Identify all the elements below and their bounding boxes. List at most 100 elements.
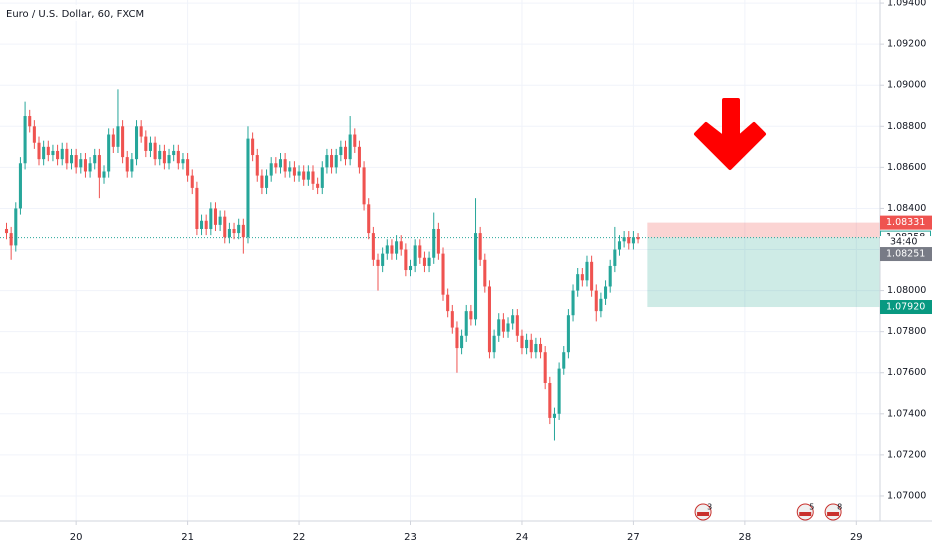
candle-body [186, 159, 190, 176]
candle-body [580, 274, 584, 281]
candle-body [204, 220, 208, 229]
candle-body [617, 241, 622, 250]
candle-body [436, 228, 440, 254]
candle-body [288, 167, 292, 172]
candle-body [116, 126, 120, 147]
candle-body [557, 368, 561, 414]
candle-body [497, 319, 501, 336]
candle-body [237, 224, 241, 234]
candle-body [636, 237, 640, 240]
candle-body [51, 150, 55, 156]
candle-body [320, 167, 324, 188]
candle-body [200, 220, 204, 229]
y-tick-label: 1.08400 [887, 203, 926, 214]
y-tick-label: 1.08600 [887, 162, 926, 173]
axes: 1.07000 1.07200 1.07400 1.07600 1.07800 1.080… [70, 0, 932, 543]
candle-body [107, 134, 111, 172]
candle-body [37, 142, 41, 160]
candle-body [167, 155, 171, 164]
x-tick-label: 21 [181, 532, 194, 543]
candle-body [139, 126, 143, 137]
candle-body [525, 339, 529, 349]
candle-body [515, 315, 519, 336]
candle-body [339, 146, 343, 156]
y-tick-label: 1.09000 [887, 80, 926, 91]
candle-body [357, 146, 361, 168]
candle-body [311, 171, 315, 184]
candle-body [18, 163, 22, 209]
candle-body [79, 159, 83, 168]
candle-body [283, 159, 287, 172]
candle-body [599, 298, 603, 312]
candle-body [576, 274, 580, 291]
y-tick-label: 1.08000 [887, 285, 926, 296]
stop-label-bg [880, 215, 932, 230]
x-tick-label: 23 [404, 532, 417, 543]
candle-body [460, 335, 464, 349]
position-zones [0, 222, 880, 308]
candle-body [376, 259, 380, 266]
candle-body [251, 138, 255, 156]
candle-body [302, 171, 306, 180]
candle-body [172, 150, 176, 156]
candle-body [399, 241, 403, 250]
candle-body [622, 237, 626, 242]
x-tick-label: 24 [516, 532, 529, 543]
y-tick-label: 1.07600 [887, 367, 926, 378]
y-tick-label: 1.09200 [887, 39, 926, 50]
candle-body [278, 159, 283, 168]
candle-body [543, 352, 547, 383]
event-flag [697, 512, 710, 516]
candle-body [418, 245, 422, 258]
candle-body [613, 249, 617, 266]
candle-body [176, 150, 180, 164]
candle-body [325, 155, 329, 168]
candle-body [227, 228, 231, 238]
candle-body [269, 163, 273, 176]
candle-body [316, 183, 320, 188]
candle-body [501, 319, 505, 332]
x-tick-label: 20 [70, 532, 83, 543]
candle-body [148, 142, 152, 151]
candle-body [520, 335, 524, 349]
event-flag [799, 512, 812, 516]
candle-body [422, 257, 426, 266]
event-flag [827, 512, 840, 516]
title-bg [2, 5, 136, 21]
candle-body [506, 323, 510, 332]
y-tick-label: 1.08800 [887, 121, 926, 132]
candle-body [153, 142, 157, 160]
candle-body [385, 245, 389, 254]
candle-body [590, 261, 594, 291]
event-label: 5 [809, 503, 814, 512]
candle-body [69, 155, 74, 164]
target-zone [647, 237, 880, 308]
countdown: 34:40 [890, 237, 917, 248]
candle-body [446, 294, 450, 312]
candle-body [65, 148, 69, 164]
x-tick-label: 28 [738, 532, 751, 543]
candle-body [381, 253, 385, 266]
candle-body [56, 150, 60, 160]
candle-body [473, 233, 478, 320]
candle-body [571, 290, 575, 316]
candle-body [162, 150, 166, 164]
candle-body [367, 204, 371, 234]
y-tick-label: 1.09400 [887, 0, 926, 9]
candle-body [306, 171, 310, 180]
target-label-bg [880, 300, 932, 315]
candle-body [492, 335, 496, 353]
candle-body [181, 159, 185, 164]
candle-body [255, 155, 259, 176]
target-label: 1.07920 [886, 302, 925, 313]
candle-body [427, 257, 431, 266]
candle-body [83, 159, 87, 172]
candle-body [539, 343, 543, 353]
y-tick-label: 1.07200 [887, 449, 926, 460]
last-price-label-bg [880, 247, 932, 262]
candle-body [97, 155, 101, 178]
candle-body [450, 311, 454, 328]
candle-body [144, 136, 148, 151]
